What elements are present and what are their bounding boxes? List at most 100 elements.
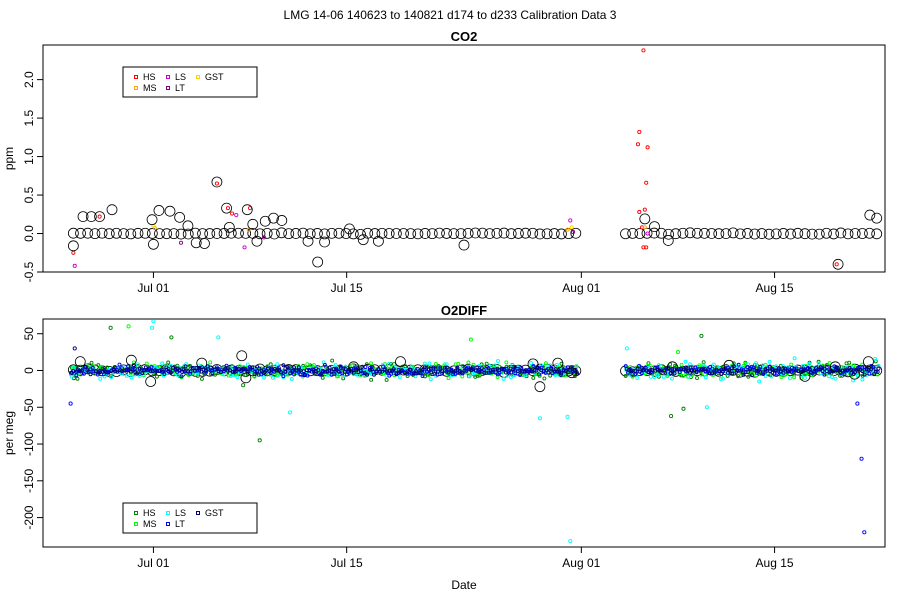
o2diff-point-ls	[655, 373, 660, 378]
o2diff-point-gst	[486, 370, 491, 375]
main-title: LMG 14-06 140623 to 140821 d174 to d233 …	[284, 8, 617, 22]
o2diff-point-hs	[188, 363, 192, 368]
o2diff-point-gst	[319, 372, 324, 376]
o2diff-point-gst	[873, 367, 878, 372]
o2diff-point-hs	[369, 377, 374, 382]
o2diff-point-lt	[179, 374, 184, 379]
o2diff-point-gst	[387, 368, 392, 373]
o2diff-point-gst	[252, 372, 257, 377]
o2diff-point-gst	[835, 366, 840, 370]
o2diff-point-ms	[456, 361, 461, 366]
o2diff-point-gst	[279, 370, 284, 375]
o2diff-point-lt	[381, 364, 385, 369]
co2-xtick-label: Aug 01	[562, 281, 600, 295]
o2diff-point-ls	[719, 377, 723, 381]
o2diff-point-hs	[330, 358, 335, 363]
o2diff-point-hs	[105, 365, 110, 370]
o2diff-point-gst	[637, 369, 642, 374]
co2-cal-circle	[512, 228, 524, 239]
o2diff-point-hs	[423, 374, 427, 379]
o2diff-point-gst	[225, 368, 230, 373]
o2diff-point-ls	[333, 363, 338, 367]
o2diff-point-hs	[548, 373, 553, 378]
co2-cal-circle	[477, 227, 488, 239]
o2diff-point-gst	[408, 367, 413, 372]
o2diff-point-ls	[816, 361, 821, 366]
o2diff-point-gst	[292, 365, 296, 370]
o2diff-point-gst	[712, 369, 717, 374]
o2diff-point-ms	[749, 371, 754, 376]
co2-cal-circle	[67, 240, 79, 252]
co2-cal-circle	[77, 211, 89, 222]
o2diff-point-lt	[822, 372, 827, 377]
o2diff-point-gst	[831, 369, 836, 374]
o2diff-point-gst	[530, 369, 535, 374]
o2diff-point-ms	[679, 362, 684, 367]
o2diff-point-hs	[668, 414, 674, 419]
o2diff-point-ls	[132, 372, 137, 377]
o2diff-point-lt	[867, 371, 872, 376]
o2diff-point-gst	[750, 373, 754, 378]
o2diff-point-gst	[177, 367, 182, 372]
o2diff-point-gst	[83, 364, 88, 369]
o2diff-point-gst	[482, 370, 487, 375]
o2diff-point-hs	[169, 335, 174, 340]
o2diff-point-ls	[802, 375, 807, 380]
o2diff-point-gst	[420, 368, 425, 373]
o2diff-point-ms	[827, 361, 832, 366]
o2diff-point-gst	[453, 368, 458, 373]
o2diff-point-gst	[818, 365, 823, 370]
o2diff-point-lt	[869, 364, 874, 368]
o2diff-point-ls	[555, 362, 559, 367]
o2diff-marks	[67, 319, 883, 544]
o2diff-point-gst	[655, 367, 660, 372]
co2-cal-circle	[383, 228, 395, 239]
o2diff-point-ms	[208, 360, 213, 365]
o2diff-point-gst	[477, 370, 482, 375]
o2diff-point-ms	[675, 350, 681, 355]
co2-cal-circle	[706, 228, 718, 239]
o2diff-point-ls	[136, 362, 140, 367]
co2-cal-circle	[799, 228, 811, 240]
co2-point-hs	[71, 250, 76, 255]
o2diff-point-gst	[783, 366, 788, 371]
co2-cal-circle	[233, 227, 244, 239]
o2diff-point-lt	[321, 369, 326, 374]
o2diff-point-gst	[479, 366, 484, 370]
o2diff-point-gst	[137, 366, 142, 371]
o2diff-legend-label: LT	[175, 519, 185, 529]
o2diff-point-lt	[855, 401, 860, 406]
o2diff-point-gst	[199, 369, 204, 374]
o2diff-point-ms	[543, 361, 548, 366]
o2diff-ytick-label: -150	[22, 468, 36, 492]
co2-cal-circle	[835, 227, 847, 239]
o2diff-point-ls	[184, 362, 189, 366]
o2diff-point-gst	[709, 371, 714, 376]
o2diff-point-ls	[711, 362, 716, 367]
co2-point-hs	[230, 211, 235, 216]
o2diff-point-ls	[428, 377, 433, 382]
o2diff-point-ms	[128, 371, 133, 376]
co2-cal-circle	[355, 228, 366, 240]
o2diff-point-lt	[859, 456, 864, 461]
o2diff-point-ls	[624, 346, 629, 351]
co2-cal-circle	[312, 228, 323, 239]
co2-cal-circle	[462, 227, 474, 239]
co2-legend-label: LT	[175, 83, 185, 93]
o2diff-point-gst	[416, 370, 420, 375]
o2diff-ytick-label: -100	[22, 432, 36, 456]
co2-cal-circle	[89, 228, 101, 240]
o2diff-xtick-label: Aug 15	[756, 556, 794, 570]
o2diff-point-gst	[329, 369, 334, 374]
o2diff-point-lt	[862, 530, 867, 535]
co2-cal-circle	[570, 227, 582, 239]
o2diff-point-lt	[414, 371, 419, 376]
co2-cal-circle	[297, 227, 309, 239]
o2diff-point-gst	[227, 368, 232, 373]
co2-cal-circle	[312, 256, 324, 268]
co2-legend-swatch-hs	[134, 75, 138, 79]
o2diff-point-gst	[77, 368, 82, 373]
co2-cal-circle	[111, 227, 122, 239]
co2-point-hs	[97, 214, 102, 219]
o2diff-point-gst	[325, 369, 330, 374]
